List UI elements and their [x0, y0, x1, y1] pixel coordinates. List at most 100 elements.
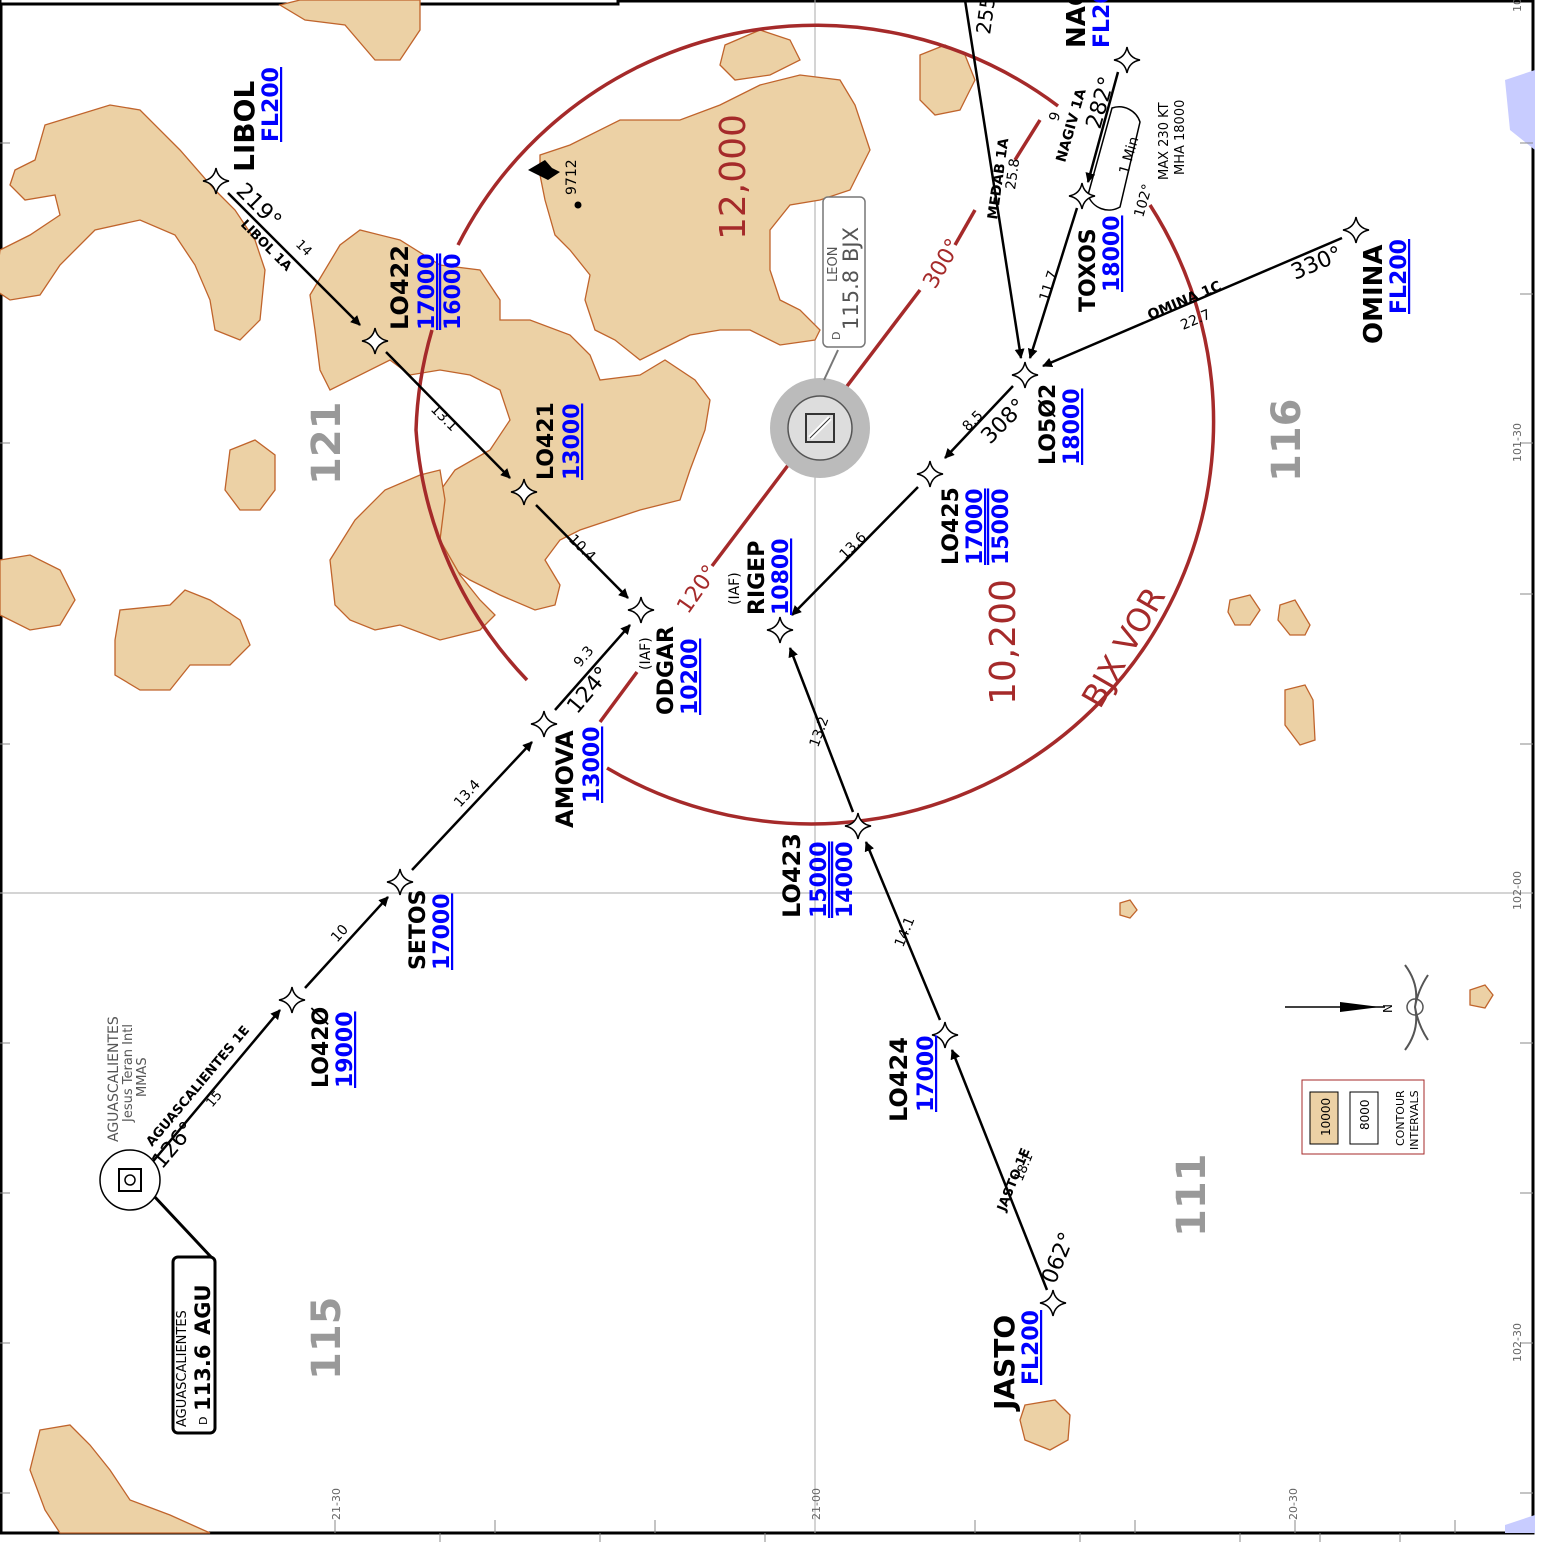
grid-ticks: [0, 142, 1533, 1542]
lat-label-a: 21-30: [330, 1488, 343, 1520]
airport-full-name: Jesus Teran Intl: [121, 1024, 136, 1123]
fix-name-lo423: LO423: [778, 833, 806, 918]
label-setos: SETOS 17000: [406, 890, 455, 970]
fix-name-nagiv: NAG: [1062, 0, 1092, 48]
fix-alt-jasto: FL200: [1019, 1310, 1044, 1385]
terrain-area-lo422: [309, 229, 711, 611]
label-lo423: LO423 15000 14000: [778, 833, 858, 918]
terrain-area-j: [1119, 899, 1138, 919]
agu-leader: [151, 1193, 214, 1260]
terrain-area-a: [278, 0, 421, 61]
lat-label-b: 21-00: [810, 1488, 823, 1520]
airport-icao: MMAS: [135, 1057, 150, 1097]
agu-box-freq: 113.6: [191, 1345, 215, 1411]
grid-mora-116: 116: [1264, 399, 1310, 483]
bjx-vor-ring: [414, 23, 1216, 826]
fix-alt-lo420: 19000: [333, 1011, 358, 1088]
fix-alt-amova: 13000: [580, 726, 605, 803]
north-arrow: N: [1285, 964, 1429, 1051]
holding-mha: MHA 18000: [1173, 100, 1188, 175]
agu-box-name: AGUASCALIENTES: [175, 1310, 190, 1427]
route-omina-lo502: [1042, 236, 1343, 368]
fix-alt-toxos: 18000: [1100, 215, 1125, 292]
fix-name-toxos: TOXOS: [1076, 228, 1101, 312]
route-dist-nagiv: 9: [1046, 110, 1064, 123]
fix-alt2-lo422: 16000: [441, 253, 466, 330]
route-lo423-rigep: [788, 647, 855, 813]
agu-box-dme: D: [197, 1417, 210, 1425]
fix-name-amova: AMOVA: [551, 730, 579, 828]
fix-name-setos: SETOS: [406, 890, 431, 970]
fix-alt-odgar: 10200: [678, 638, 703, 715]
label-lo425: LO425 17000 15000: [939, 487, 1014, 565]
fix-name-odgar: ODGAR: [654, 626, 679, 715]
terrain-area-north-mountain: [539, 74, 871, 361]
msa-north: 12,000: [713, 114, 754, 240]
fix-alt-lo424: 17000: [914, 1035, 939, 1112]
fix-alt2-lo425: 15000: [989, 488, 1014, 565]
leon-id: BJX: [839, 227, 863, 262]
holding-pattern: [1087, 106, 1141, 211]
airport-label: AGUASCALIENTES Jesus Teran Intl MMAS: [106, 1016, 150, 1142]
fix-name-lo502: LO5Ø2: [1036, 384, 1061, 465]
route-libol-lo422: [227, 192, 361, 326]
route-course-medab: 255: [971, 0, 1000, 36]
holding-time: 1 Min: [1116, 135, 1142, 176]
label-lo502: LO5Ø2 18000: [1036, 384, 1085, 465]
fix-star-lo502[interactable]: [1011, 361, 1039, 389]
msa-sector-lines: [598, 119, 1042, 724]
route-course-lo502-lo425: 308°: [977, 394, 1032, 449]
terrain-area-northwest: [0, 104, 266, 341]
label-odgar: ODGAR (IAF) 10200: [638, 626, 703, 715]
grid-mora-115: 115: [304, 1297, 350, 1381]
leon-vor-box[interactable]: D LEON 115.8 BJX: [822, 196, 866, 348]
fix-alt-libol: FL200: [259, 67, 284, 142]
fix-alt-lo502: 18000: [1060, 388, 1085, 465]
route-lo425-rigep: [791, 486, 919, 616]
terrain-area-d: [224, 439, 276, 511]
lon-label-a: 101-30: [1511, 423, 1524, 462]
terrain-area-b: [719, 29, 801, 81]
leon-freq: 115.8: [839, 270, 863, 330]
route-toxos-lo502: [1027, 207, 1079, 359]
peak-arrow: [528, 160, 560, 180]
label-toxos: TOXOS 18000: [1076, 215, 1125, 312]
route-amova-odgar: [554, 624, 631, 711]
leon-vor-symbol[interactable]: [770, 349, 870, 478]
route-name-agu: AGUASCALIENTES 1E: [144, 1023, 253, 1149]
fix-star-lo423[interactable]: [844, 812, 872, 840]
fix-alt2-lo423: 14000: [833, 841, 858, 918]
radial-300: 300°: [919, 235, 967, 293]
agu-vor-box[interactable]: AGUASCALIENTES D 113.6 AGU: [171, 1255, 217, 1435]
terrain-layer: [0, 0, 1494, 1534]
fix-star-rigep[interactable]: [766, 616, 794, 644]
fix-star-toxos[interactable]: [1068, 182, 1096, 210]
route-nagiv-toxos: [1085, 71, 1120, 183]
route-dist-lo424-lo423: 14.1: [892, 915, 919, 950]
route-dist-lo423-rigep: 13.2: [807, 715, 833, 750]
route-medab-lo502: [963, 0, 1025, 359]
agu-vor-symbol[interactable]: [99, 1149, 161, 1211]
terrain-area-l: [1019, 1399, 1071, 1451]
fix-star-lo425[interactable]: [916, 460, 944, 488]
fix-iaf-rigep: (IAF): [727, 572, 743, 605]
fix-alt-rigep: 10800: [769, 538, 794, 615]
route-dist-lo421-odgar: 10.4: [565, 532, 598, 565]
fix-star-omina[interactable]: [1342, 216, 1370, 244]
fix-name-rigep: RIGEP: [745, 541, 770, 615]
label-lo422: LO422 17000 16000: [386, 245, 466, 330]
radial-120: 120°: [672, 561, 723, 619]
fix-star-nagiv[interactable]: [1113, 46, 1141, 74]
fix-star-odgar[interactable]: [627, 596, 655, 624]
msa-south: 10,200: [983, 579, 1024, 705]
fix-star-lo420[interactable]: [278, 986, 306, 1014]
route-dist-medab: 25.8: [1003, 157, 1023, 190]
label-amova: AMOVA 13000: [551, 726, 605, 828]
water-area: [1505, 70, 1535, 150]
terrain-area-west-lake: [329, 469, 496, 641]
lon-label-c: 102-30: [1511, 1323, 1524, 1362]
terrain-area-f: [114, 589, 251, 691]
